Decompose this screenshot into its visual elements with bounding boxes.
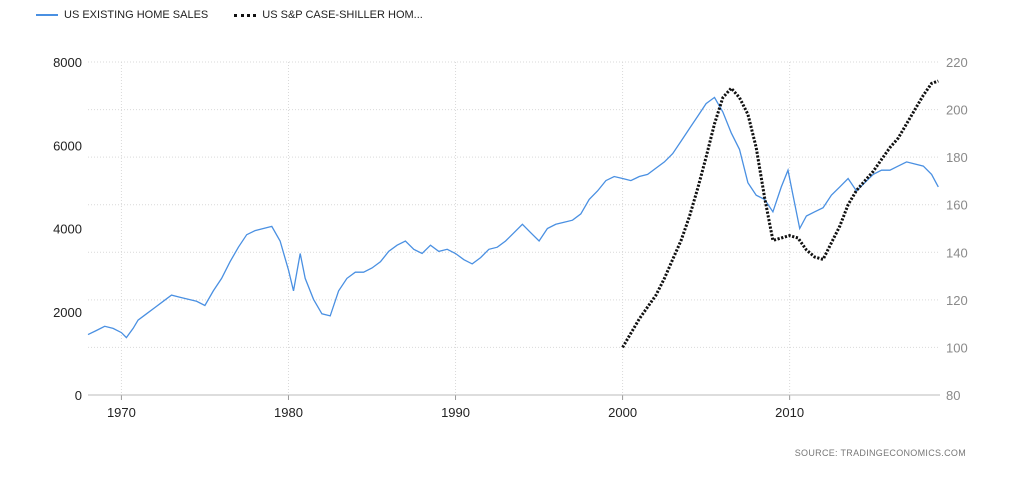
x-axis-tick-label: 1980 bbox=[274, 405, 303, 420]
left-axis-ticks: 0 2000 4000 6000 8000 bbox=[53, 55, 82, 403]
left-axis-tick-label: 2000 bbox=[53, 305, 82, 320]
right-axis-tick-label: 180 bbox=[946, 150, 968, 165]
right-axis-tick-label: 140 bbox=[946, 245, 968, 260]
legend-label-case-shiller: US S&P CASE-SHILLER HOM... bbox=[262, 9, 423, 21]
case-shiller-line bbox=[621, 79, 939, 349]
right-axis-tick-label: 80 bbox=[946, 388, 960, 403]
left-axis-tick-label: 0 bbox=[75, 388, 82, 403]
right-axis-tick-label: 120 bbox=[946, 293, 968, 308]
right-axis-ticks: 80 100 120 140 160 180 200 220 bbox=[946, 55, 968, 403]
x-axis-tick-label: 1970 bbox=[107, 405, 136, 420]
chart-legend: US EXISTING HOME SALES US S&P CASE-SHILL… bbox=[36, 9, 449, 21]
source-attribution: SOURCE: TRADINGECONOMICS.COM bbox=[794, 448, 966, 458]
legend-item-existing-home-sales[interactable]: US EXISTING HOME SALES bbox=[36, 9, 208, 21]
right-axis-tick-label: 200 bbox=[946, 103, 968, 118]
existing-home-sales-line bbox=[87, 96, 939, 339]
chart-grid bbox=[88, 61, 940, 396]
x-axis-tick-label: 2000 bbox=[608, 405, 637, 420]
right-axis-tick-label: 100 bbox=[946, 340, 968, 355]
legend-label-existing-home-sales: US EXISTING HOME SALES bbox=[64, 9, 209, 21]
left-axis-tick-label: 8000 bbox=[53, 55, 82, 70]
left-axis-tick-label: 6000 bbox=[53, 138, 82, 153]
right-axis-tick-label: 220 bbox=[946, 55, 968, 70]
x-axis-tick-label: 2010 bbox=[775, 405, 804, 420]
x-axis-ticks: 1970 1980 1990 2000 2010 bbox=[107, 395, 804, 420]
left-axis-tick-label: 4000 bbox=[53, 222, 82, 237]
x-axis-tick-label: 1990 bbox=[441, 405, 470, 420]
legend-item-case-shiller[interactable]: US S&P CASE-SHILLER HOM... bbox=[234, 9, 423, 21]
right-axis-tick-label: 160 bbox=[946, 198, 968, 213]
legend-swatch-dotted-line bbox=[234, 13, 257, 17]
legend-swatch-solid-line bbox=[36, 14, 58, 16]
